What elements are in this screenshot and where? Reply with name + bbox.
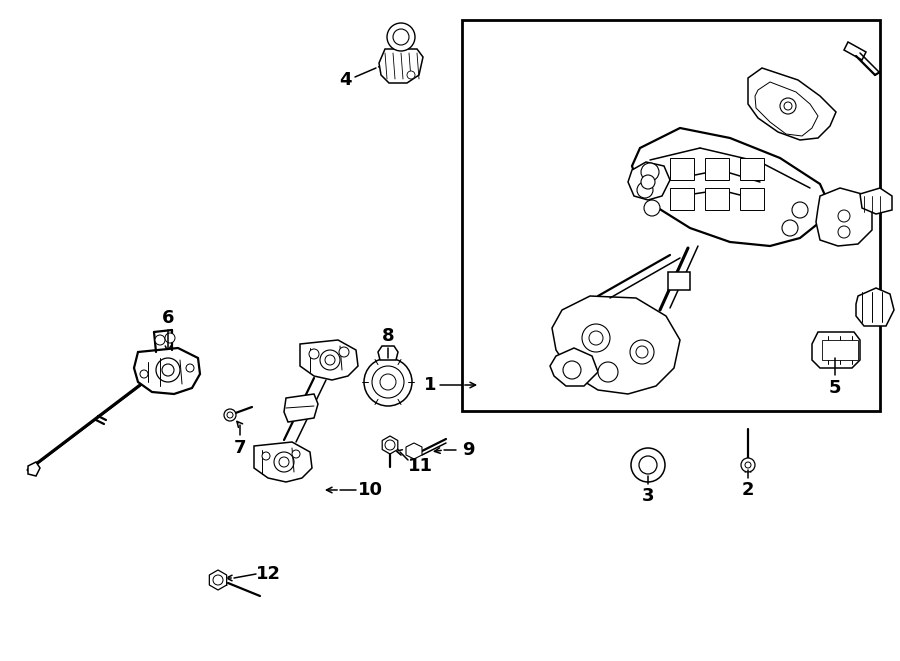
Text: 10: 10 [357,481,382,499]
Circle shape [407,71,415,79]
Polygon shape [748,68,836,140]
Polygon shape [812,332,860,368]
Circle shape [325,355,335,365]
Text: 6: 6 [162,309,175,327]
Polygon shape [254,442,312,482]
Bar [668,272,690,290]
Circle shape [598,362,618,382]
Circle shape [364,358,412,406]
Circle shape [213,575,223,585]
Circle shape [582,324,610,352]
Text: 7: 7 [234,439,247,457]
Polygon shape [552,296,680,394]
Circle shape [227,412,233,418]
Text: 12: 12 [256,565,281,583]
Circle shape [641,175,655,189]
Circle shape [838,210,850,222]
Polygon shape [632,128,828,246]
Polygon shape [550,348,598,386]
Bar [670,158,694,180]
Circle shape [589,331,603,345]
Polygon shape [300,340,358,380]
Circle shape [385,440,395,450]
Circle shape [387,23,415,51]
Bar [670,188,694,210]
Circle shape [745,462,751,468]
Circle shape [563,361,581,379]
Circle shape [140,370,148,378]
Circle shape [631,448,665,482]
Text: 2: 2 [742,481,754,499]
Circle shape [309,349,319,359]
Polygon shape [816,188,872,246]
Bar [462,20,880,411]
Polygon shape [856,288,894,326]
Bar [822,340,858,360]
Text: 4: 4 [338,71,351,89]
Polygon shape [406,443,422,459]
Circle shape [156,358,180,382]
Polygon shape [28,462,40,476]
Polygon shape [378,346,398,360]
Text: 3: 3 [642,487,654,505]
Circle shape [292,450,300,458]
Circle shape [636,346,648,358]
Polygon shape [860,188,892,214]
Circle shape [741,458,755,472]
Circle shape [792,202,808,218]
Circle shape [380,374,396,390]
Bar [740,158,764,180]
Text: 9: 9 [462,441,474,459]
Polygon shape [284,394,318,422]
Circle shape [155,335,165,345]
Polygon shape [210,570,227,590]
Text: 5: 5 [829,379,842,397]
Circle shape [639,456,657,474]
Circle shape [279,457,289,467]
Circle shape [372,366,404,398]
Circle shape [641,163,659,181]
Circle shape [637,182,653,198]
Bar [705,188,729,210]
Circle shape [782,220,798,236]
Bar [705,158,729,180]
Circle shape [393,29,409,45]
Polygon shape [134,348,200,394]
Circle shape [165,333,175,343]
Circle shape [162,364,174,376]
Text: 1: 1 [424,376,436,394]
Polygon shape [628,162,670,200]
Text: 8: 8 [382,327,394,345]
Polygon shape [755,82,818,136]
Circle shape [644,200,660,216]
Circle shape [838,226,850,238]
Circle shape [630,340,654,364]
Polygon shape [844,42,866,60]
Polygon shape [382,436,398,454]
Polygon shape [379,49,423,83]
Circle shape [339,347,349,357]
Circle shape [320,350,340,370]
Circle shape [186,364,194,372]
Bar [740,188,764,210]
Circle shape [262,452,270,460]
Circle shape [784,102,792,110]
Text: 11: 11 [408,457,433,475]
Circle shape [274,452,294,472]
Circle shape [780,98,796,114]
Circle shape [224,409,236,421]
